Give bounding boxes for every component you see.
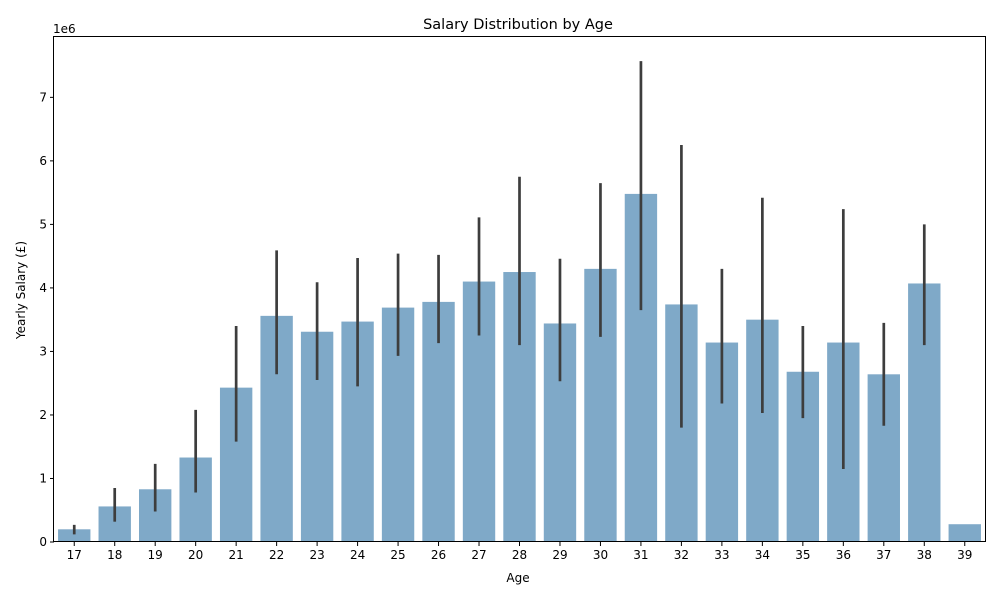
x-ticks-group: 17 18 19 20 21 22 23 24 25 26 27 28 29 30 31 32 33 34 35 36… <box>67 542 972 562</box>
x-tick-label-22: 22 <box>269 548 284 562</box>
y-tick-label-6: 6 <box>39 154 47 168</box>
chart-title: Salary Distribution by Age <box>423 17 613 33</box>
x-tick-label-32: 32 <box>674 548 689 562</box>
x-tick-label-31: 31 <box>633 548 648 562</box>
x-tick-label-37: 37 <box>876 548 891 562</box>
y-tick-label-1: 1 <box>39 471 47 485</box>
y-axis-label: Yearly Salary (£) <box>14 241 28 340</box>
x-tick-label-19: 19 <box>148 548 163 562</box>
x-tick-label-20: 20 <box>188 548 203 562</box>
x-tick-label-27: 27 <box>471 548 486 562</box>
x-tick-label-29: 29 <box>552 548 567 562</box>
x-tick-label-26: 26 <box>431 548 446 562</box>
y-ticks-group: 0 1 2 3 4 5 6 7 <box>39 90 54 549</box>
bar-17 <box>58 529 91 542</box>
x-tick-label-21: 21 <box>229 548 244 562</box>
y-tick-label-5: 5 <box>39 217 47 231</box>
y-tick-label-3: 3 <box>39 344 47 358</box>
errorbars-group <box>72 61 926 535</box>
x-tick-label-23: 23 <box>309 548 324 562</box>
x-tick-label-18: 18 <box>107 548 122 562</box>
x-tick-label-33: 33 <box>714 548 729 562</box>
x-tick-label-17: 17 <box>67 548 82 562</box>
x-axis-label: Age <box>506 571 529 585</box>
x-tick-label-34: 34 <box>755 548 770 562</box>
x-tick-label-28: 28 <box>512 548 527 562</box>
y-tick-label-4: 4 <box>39 281 47 295</box>
x-tick-label-36: 36 <box>836 548 851 562</box>
plot-frame <box>53 36 986 542</box>
y-tick-label-7: 7 <box>39 90 47 104</box>
y-tick-label-0: 0 <box>39 535 47 549</box>
x-tick-label-39: 39 <box>957 548 972 562</box>
x-tick-label-38: 38 <box>917 548 932 562</box>
x-tick-label-35: 35 <box>795 548 810 562</box>
x-tick-label-24: 24 <box>350 548 365 562</box>
y-offset-text: 1e6 <box>53 22 76 36</box>
x-tick-label-25: 25 <box>390 548 405 562</box>
y-tick-label-2: 2 <box>39 408 47 422</box>
x-tick-label-30: 30 <box>593 548 608 562</box>
bar-39 <box>948 524 981 542</box>
